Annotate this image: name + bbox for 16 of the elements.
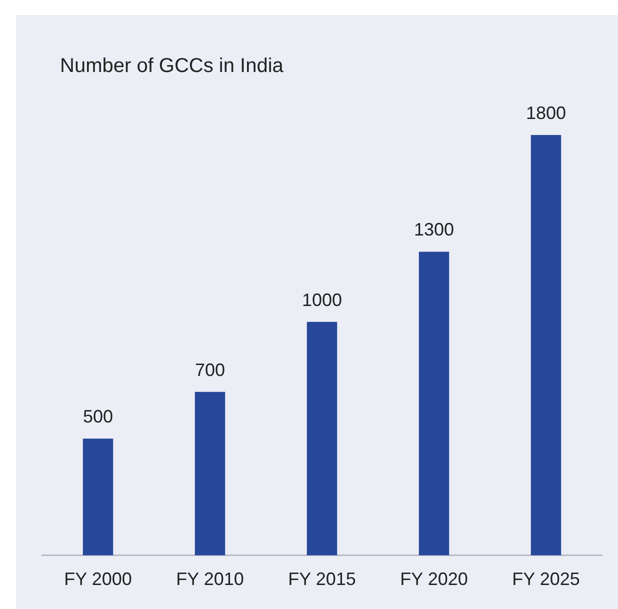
bar [82, 438, 114, 556]
chart-title: Number of GCCs in India [60, 55, 284, 78]
x-tick-label: FY 2010 [176, 569, 244, 590]
bar [194, 392, 226, 556]
data-label: 1800 [526, 102, 566, 123]
data-label: 700 [194, 360, 226, 380]
bar [306, 322, 338, 556]
data-label: 1000 [302, 290, 342, 310]
bar [530, 135, 562, 556]
x-tick-label: FY 2025 [512, 569, 580, 590]
bar [418, 252, 450, 556]
x-tick-label: FY 2000 [64, 569, 132, 590]
data-label: 1300 [414, 220, 454, 240]
x-tick-label: FY 2020 [400, 569, 468, 590]
x-tick-label: FY 2015 [288, 569, 356, 590]
data-label: 500 [82, 406, 114, 427]
